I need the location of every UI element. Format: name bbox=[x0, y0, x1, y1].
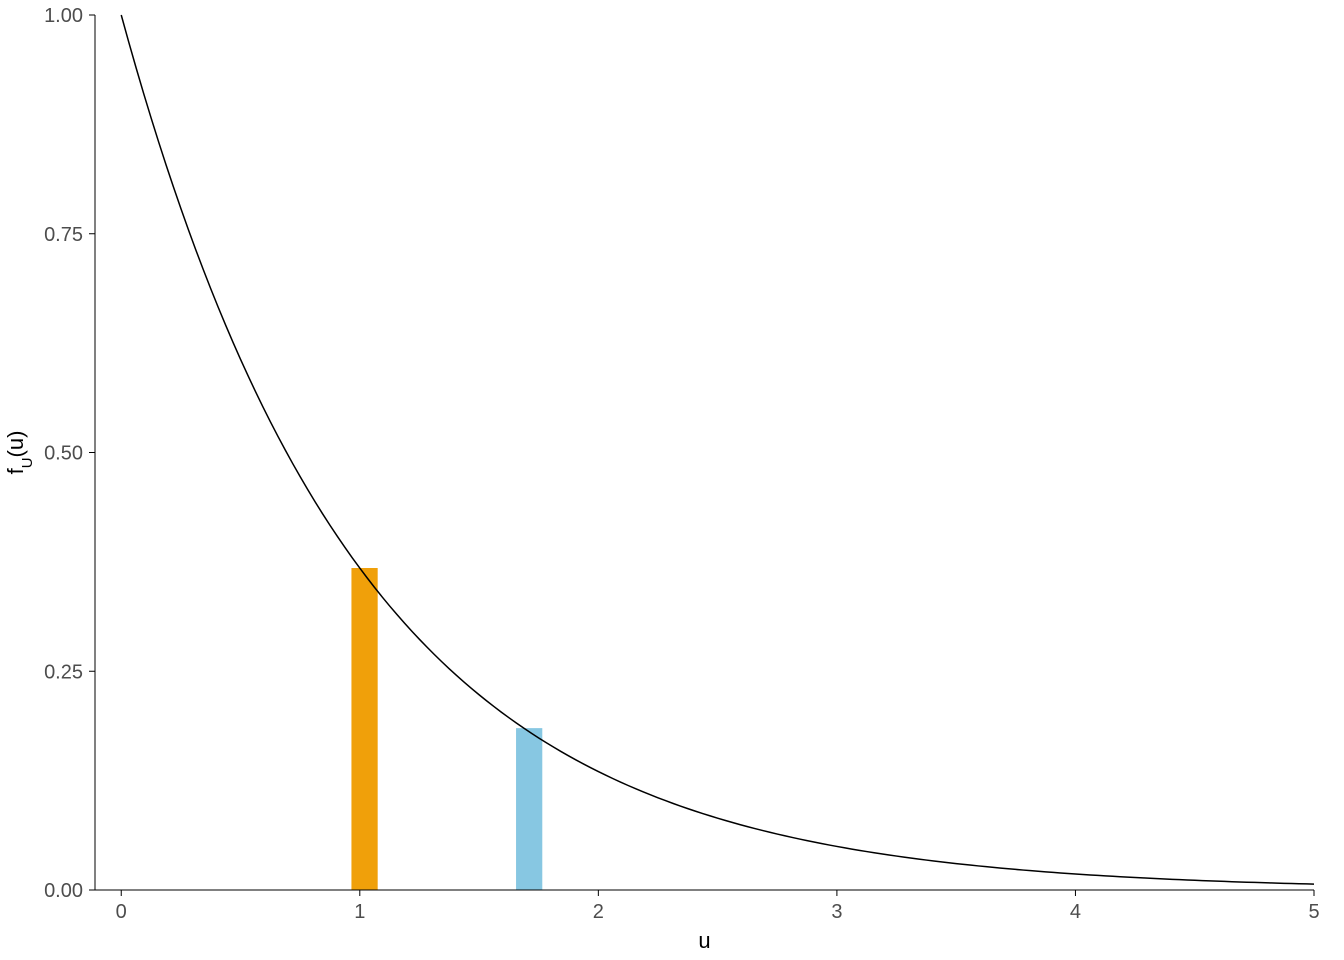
y-tick-label: 0.50 bbox=[44, 443, 83, 465]
x-tick-label: 2 bbox=[593, 901, 604, 923]
x-tick-label: 3 bbox=[831, 901, 842, 923]
x-tick-label: 5 bbox=[1308, 901, 1319, 923]
y-tick-label: 0.75 bbox=[44, 224, 83, 246]
x-axis-label: u bbox=[698, 928, 710, 953]
y-tick-label: 0.00 bbox=[44, 880, 83, 902]
density-bar-0 bbox=[351, 568, 377, 890]
y-tick-label: 0.25 bbox=[44, 661, 83, 683]
x-tick-label: 1 bbox=[354, 901, 365, 923]
y-tick-label: 1.00 bbox=[44, 5, 83, 27]
x-tick-label: 4 bbox=[1070, 901, 1081, 923]
density-bar-1 bbox=[516, 728, 542, 890]
chart-container: 0123450.000.250.500.751.00ufU(u) bbox=[0, 0, 1344, 960]
density-chart: 0123450.000.250.500.751.00ufU(u) bbox=[0, 0, 1344, 960]
x-tick-label: 0 bbox=[116, 901, 127, 923]
y-axis-label-subscript: U bbox=[19, 457, 36, 468]
y-axis-label-suffix: (u) bbox=[3, 431, 28, 458]
chart-background bbox=[0, 0, 1344, 960]
